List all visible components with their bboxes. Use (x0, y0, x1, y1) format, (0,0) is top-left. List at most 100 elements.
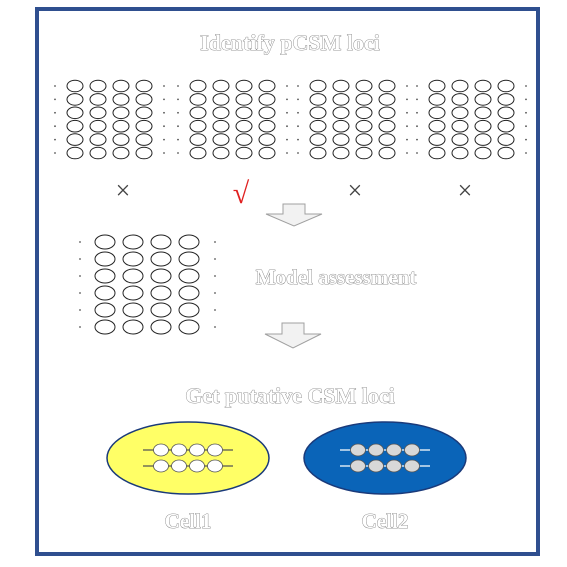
cpg-site (172, 460, 187, 472)
grid-dot (79, 292, 81, 294)
grid-dot (214, 241, 216, 243)
grid-dot (406, 139, 408, 141)
cpg-site (190, 120, 206, 132)
grid-dot (286, 125, 288, 127)
cpg-site (452, 134, 468, 146)
grid-dot (525, 112, 527, 114)
cpg-site (67, 107, 83, 119)
cpg-site (213, 94, 229, 106)
cpg-site (310, 94, 326, 106)
grid-dot (406, 125, 408, 127)
cpg-site (179, 269, 199, 283)
cpg-site (498, 147, 514, 159)
grid-dot (214, 258, 216, 260)
grid-dot (406, 112, 408, 114)
cpg-site (213, 134, 229, 146)
cpg-site (113, 80, 129, 92)
model-grid-sites (79, 235, 216, 334)
grid-dot (79, 258, 81, 260)
cpg-site (387, 460, 402, 472)
cpg-site (151, 286, 171, 300)
cpg-site (123, 252, 143, 266)
grid-dot (416, 125, 418, 127)
cpg-site (379, 134, 395, 146)
cpg-site (405, 460, 420, 472)
grid-dot (54, 99, 56, 101)
cpg-site (351, 460, 366, 472)
grid-dot (406, 152, 408, 154)
cpg-site (136, 134, 152, 146)
cpg-site (123, 320, 143, 334)
cpg-site (379, 94, 395, 106)
grid-dot (79, 309, 81, 311)
cpg-site (151, 303, 171, 317)
cpg-site (310, 134, 326, 146)
cell-group: Cell1 Cell2 (107, 422, 466, 533)
cpg-site (259, 107, 275, 119)
grid-dot (163, 85, 165, 87)
cpg-site (429, 80, 445, 92)
candidate-grid-3 (297, 80, 408, 159)
cpg-site (208, 460, 223, 472)
grid-dot (79, 241, 81, 243)
grid-dot (525, 139, 527, 141)
cpg-site (356, 94, 372, 106)
grid-dot (297, 85, 299, 87)
grid-dot (416, 99, 418, 101)
cell-label: Cell2 (362, 509, 409, 533)
cpg-site (190, 444, 205, 456)
grid-dot (297, 152, 299, 154)
cpg-site (90, 107, 106, 119)
cpg-site (356, 80, 372, 92)
cpg-site (213, 147, 229, 159)
cpg-site (452, 94, 468, 106)
cpg-site (213, 107, 229, 119)
cell-2: Cell2 (304, 422, 466, 533)
cpg-site (310, 147, 326, 159)
cpg-site (123, 235, 143, 249)
grid-dot (297, 99, 299, 101)
cpg-site (95, 303, 115, 317)
cpg-site (95, 286, 115, 300)
cpg-site (113, 94, 129, 106)
cpg-site (151, 320, 171, 334)
cpg-site (90, 134, 106, 146)
cpg-site (452, 120, 468, 132)
cpg-site (151, 235, 171, 249)
grid-dot (525, 152, 527, 154)
cpg-site (475, 120, 491, 132)
grid-dot (177, 112, 179, 114)
cpg-site (154, 444, 169, 456)
putative-title: Get putative CSM loci (185, 383, 395, 408)
check-mark-icon: √ (233, 177, 250, 210)
cpg-site (259, 134, 275, 146)
cpg-site (179, 235, 199, 249)
grid-dot (214, 309, 216, 311)
cpg-site (136, 147, 152, 159)
cpg-site (179, 286, 199, 300)
cpg-site (213, 120, 229, 132)
cpg-site (259, 120, 275, 132)
cpg-site (67, 134, 83, 146)
grid-dot (214, 326, 216, 328)
cpg-site (310, 120, 326, 132)
grid-dot (286, 152, 288, 154)
grid-dot (286, 139, 288, 141)
cpg-site (475, 107, 491, 119)
cpg-site (236, 80, 252, 92)
cpg-site (67, 147, 83, 159)
cpg-site (208, 444, 223, 456)
grid-dot (163, 112, 165, 114)
cpg-site (498, 94, 514, 106)
cpg-site (387, 444, 402, 456)
cpg-site (190, 134, 206, 146)
cpg-site (136, 94, 152, 106)
grid-dot (286, 112, 288, 114)
candidate-grid-1 (54, 80, 165, 159)
cell-body (107, 422, 269, 494)
cpg-site (333, 94, 349, 106)
cross-mark-icon: × (348, 176, 363, 205)
cpg-site (154, 460, 169, 472)
grid-dot (177, 152, 179, 154)
